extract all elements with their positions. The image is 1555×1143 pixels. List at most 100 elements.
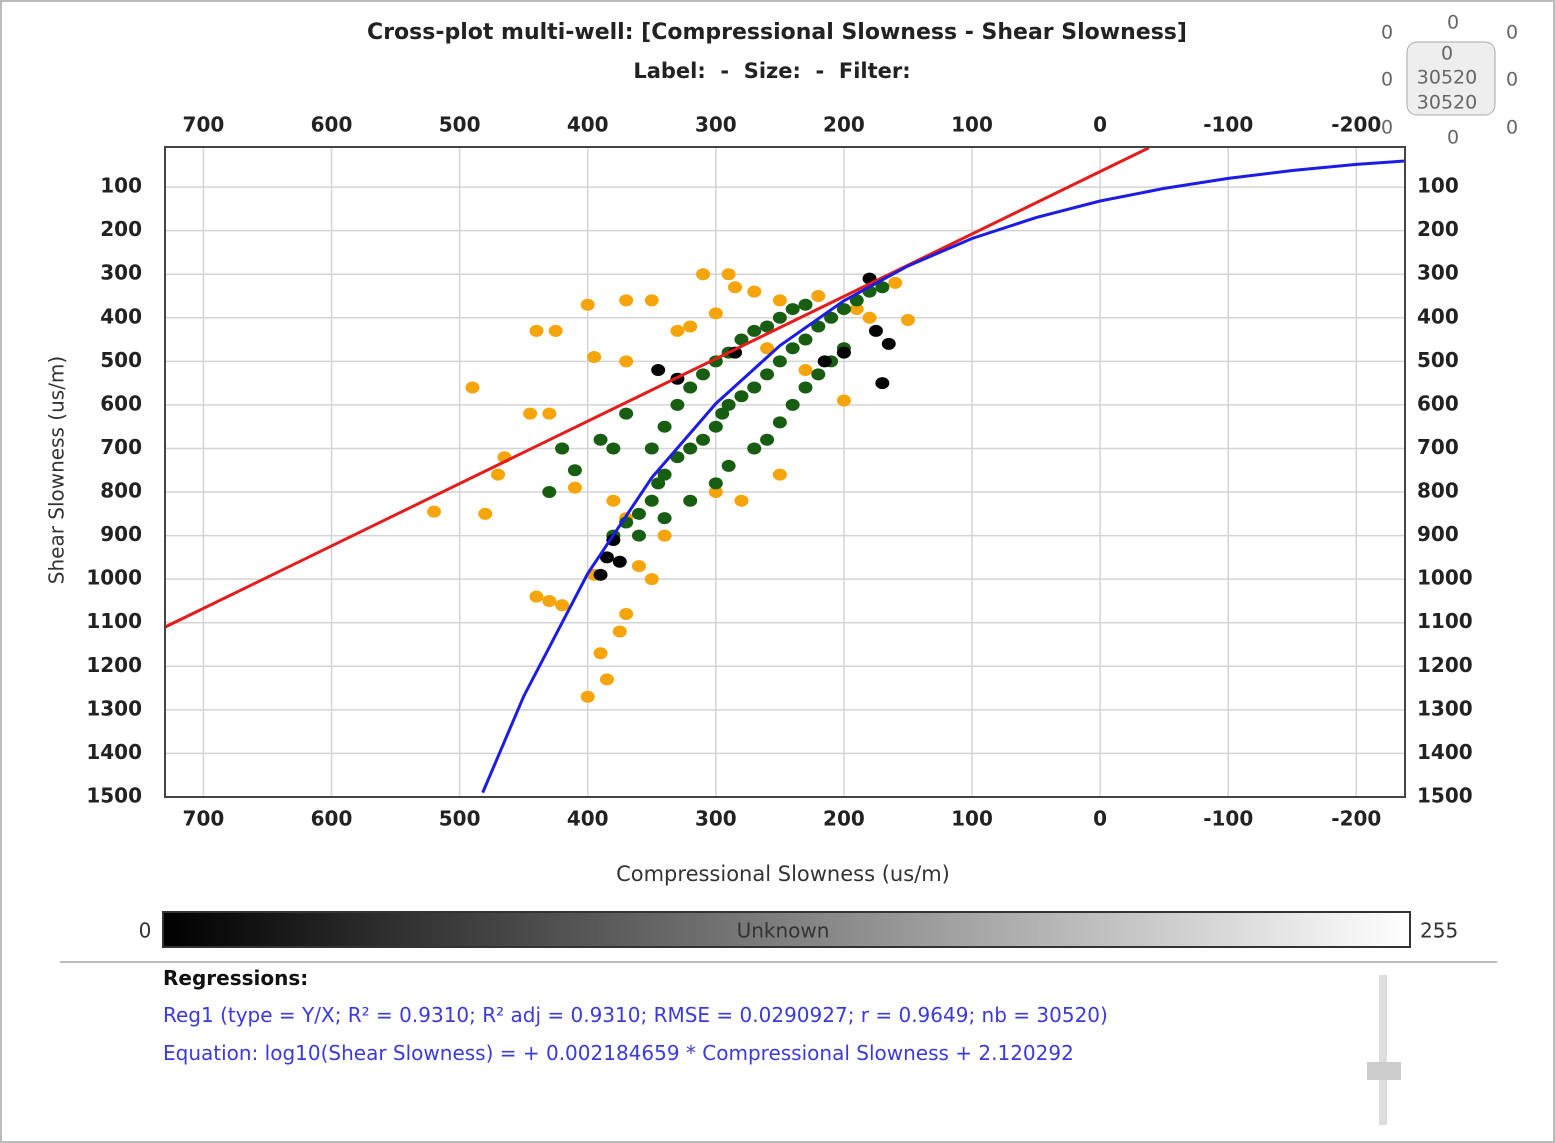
regressions-panel: Regressions: Reg1 (type = Y/X; R² = 0.93…: [163, 966, 1333, 1079]
x-tick-label: 600: [311, 113, 353, 137]
scatter-point: [478, 507, 493, 520]
x-tick-label: -200: [1331, 113, 1381, 137]
x-tick-label: 700: [183, 807, 225, 831]
scatter-point: [881, 337, 896, 350]
scatter-point: [683, 320, 698, 333]
scatter-point: [862, 311, 877, 324]
y-tick-label: 800: [1417, 479, 1459, 503]
y-tick-label: 1400: [1417, 740, 1473, 764]
y-tick-label: 1100: [1417, 609, 1473, 633]
chart-title: Cross-plot multi-well: [Compressional Sl…: [367, 20, 1187, 45]
scatter-point: [760, 433, 775, 446]
y-tick-label: 1400: [86, 740, 142, 764]
scatter-point: [670, 398, 685, 411]
scatter-point: [619, 407, 634, 420]
y-tick-label: 100: [1417, 174, 1459, 198]
x-tick-label: 0: [1093, 113, 1107, 137]
regression-line: [481, 159, 1405, 794]
chart-subtitle: Label: - Size: - Filter:: [633, 59, 910, 83]
scatter-point: [567, 481, 582, 494]
scatter-point: [900, 313, 915, 326]
slider-thumb[interactable]: [1367, 1062, 1401, 1080]
x-tick-label: -200: [1331, 807, 1381, 831]
scatter-point: [599, 673, 614, 686]
scatter-point: [580, 690, 595, 703]
scatter-point: [772, 294, 787, 307]
scatter-point: [657, 512, 672, 525]
scatter-point: [747, 381, 762, 394]
scatter-point: [824, 311, 839, 324]
color-bar-max: 255: [1420, 919, 1458, 943]
x-tick-label: 400: [567, 113, 609, 137]
y-tick-label: 100: [100, 174, 142, 198]
widget-label: 0: [1381, 22, 1393, 44]
scatter-point: [542, 486, 557, 499]
widget-label: 0: [1506, 22, 1518, 44]
scatter-point: [612, 555, 627, 568]
scatter-point: [529, 324, 544, 337]
scatter-point: [670, 324, 685, 337]
scatter-point: [631, 507, 646, 520]
y-tick-label: 600: [1417, 391, 1459, 415]
x-tick-label: 200: [823, 113, 865, 137]
scatter-point: [555, 442, 570, 455]
scatter-point: [612, 625, 627, 638]
scatter-point: [606, 442, 621, 455]
scatter-point: [728, 281, 743, 294]
scatter-point: [631, 560, 646, 573]
scatter-point: [657, 468, 672, 481]
zoom-box[interactable]: [1406, 41, 1496, 116]
scatter-point: [836, 303, 851, 316]
regressions-heading: Regressions:: [163, 966, 309, 990]
scatter-point: [760, 342, 775, 355]
regression-line: [165, 147, 1150, 629]
scatter-point: [696, 433, 711, 446]
scatter-point: [798, 298, 813, 311]
color-bar: [162, 911, 1411, 948]
scatter-point: [811, 320, 826, 333]
scatter-point: [708, 420, 723, 433]
scatter-point: [599, 551, 614, 564]
scatter-point: [465, 381, 480, 394]
widget-box-label: 0: [1441, 43, 1453, 65]
scatter-point: [772, 468, 787, 481]
scatter-point: [644, 494, 659, 507]
scatter-point: [567, 464, 582, 477]
scatter-point: [715, 407, 730, 420]
scatter-point: [651, 364, 666, 377]
y-tick-label: 300: [1417, 261, 1459, 285]
y-tick-label: 300: [100, 261, 142, 285]
scatter-point: [772, 355, 787, 368]
widget-label: 0: [1506, 117, 1518, 139]
scatter-point: [811, 368, 826, 381]
scatter-point: [555, 599, 570, 612]
y-tick-label: 400: [1417, 304, 1459, 328]
widget-label: 0: [1381, 69, 1393, 91]
y-tick-label: 500: [1417, 348, 1459, 372]
scatter-point: [696, 268, 711, 281]
scatter-point: [836, 346, 851, 359]
x-tick-label: 400: [567, 807, 609, 831]
x-tick-label: -100: [1203, 113, 1253, 137]
y-axis-title: Shear Slowness (us/m): [45, 356, 69, 584]
scatter-point: [606, 494, 621, 507]
scatter-point: [593, 647, 608, 660]
x-tick-label: 100: [951, 113, 993, 137]
x-axis-title: Compressional Slowness (us/m): [616, 862, 950, 886]
y-tick-label: 700: [100, 435, 142, 459]
scatter-point: [798, 381, 813, 394]
widget-label: 0: [1381, 117, 1393, 139]
scatter-point: [785, 303, 800, 316]
scatter-point: [619, 294, 634, 307]
scatter-point: [644, 442, 659, 455]
x-tick-label: 500: [439, 807, 481, 831]
y-tick-label: 600: [100, 391, 142, 415]
scatter-point: [734, 390, 749, 403]
x-tick-label: 300: [695, 113, 737, 137]
scatter-point: [772, 311, 787, 324]
scatter-point: [836, 394, 851, 407]
scatter-point: [631, 529, 646, 542]
y-tick-label: 1300: [1417, 696, 1473, 720]
